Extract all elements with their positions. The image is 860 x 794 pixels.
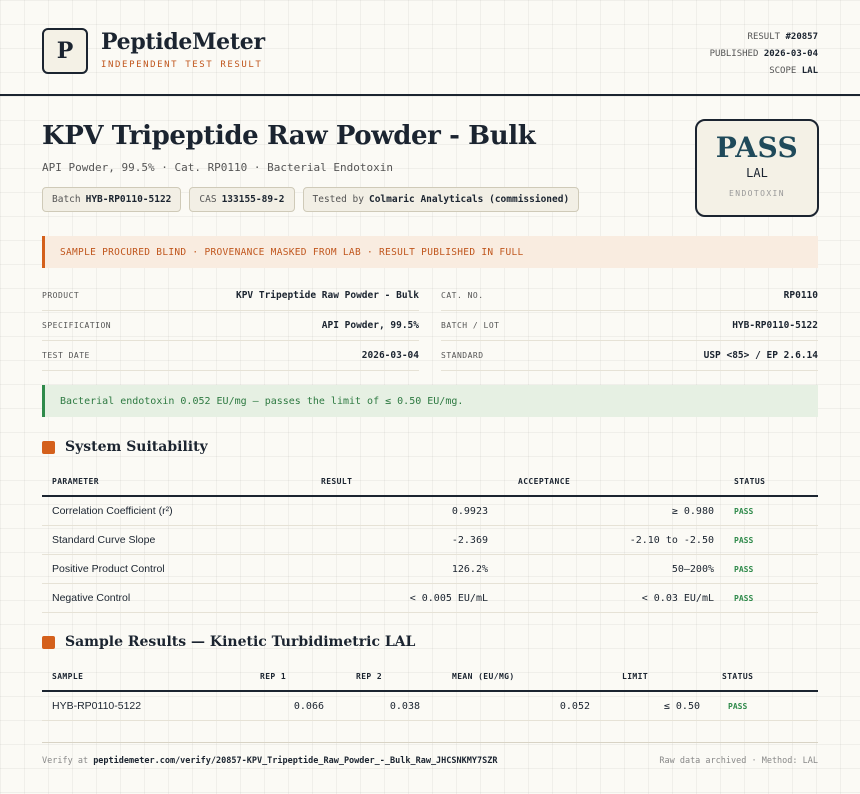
footer-divider xyxy=(42,742,818,743)
status-badge: PASS xyxy=(724,554,818,584)
product-chips: Batch HYB-RP0110-5122 CAS 133155-89-2 Test… xyxy=(42,187,580,212)
info-label: CAT. NO. xyxy=(441,291,484,300)
table-header-row: SAMPLE REP 1 REP 2 MEAN (EU/MG) LIMIT ST… xyxy=(42,662,818,692)
info-value: API Powder, 99.5% xyxy=(321,320,419,331)
param-cell: Positive Product Control xyxy=(42,554,268,584)
brand-tagline: INDEPENDENT TEST RESULT xyxy=(101,60,263,70)
acceptance-cell: < 0.03 EU/mL xyxy=(498,583,724,613)
result-banner: Bacterial endotoxin 0.052 EU/mg — passes… xyxy=(42,385,818,417)
result-cell: < 0.005 EU/mL xyxy=(268,583,498,613)
notice-banner: SAMPLE PROCURED BLIND · PROVENANCE MASKE… xyxy=(42,236,818,268)
col-result: RESULT xyxy=(268,467,498,497)
info-value: HYB-RP0110-5122 xyxy=(732,320,818,331)
status-badge: PASS xyxy=(710,691,818,721)
section-title: Sample Results — Kinetic Turbidimetric L… xyxy=(65,634,416,650)
footer-archive-note: Raw data archived · Method: LAL xyxy=(659,756,818,766)
footer-verify: Verify at peptidemeter.com/verify/20857-… xyxy=(42,756,497,766)
info-label: SPECIFICATION xyxy=(42,321,112,330)
sample-results-heading: Sample Results — Kinetic Turbidimetric L… xyxy=(42,634,415,650)
info-test-date: TEST DATE 2026-03-04 xyxy=(42,341,419,371)
acceptance-cell: ≥ 0.980 xyxy=(498,496,724,526)
info-product: PRODUCT KPV Tripeptide Raw Powder - Bulk xyxy=(42,281,419,311)
param-cell: Correlation Coefficient (r²) xyxy=(42,496,268,526)
page-title: KPV Tripeptide Raw Powder - Bulk xyxy=(42,121,536,151)
info-grid: PRODUCT KPV Tripeptide Raw Powder - Bulk… xyxy=(42,281,818,371)
table-row: Correlation Coefficient (r²) 0.9923 ≥ 0.… xyxy=(42,496,818,526)
info-row: PRODUCT KPV Tripeptide Raw Powder - Bulk… xyxy=(42,281,818,311)
info-standard: STANDARD USP <85> / EP 2.6.14 xyxy=(441,341,818,371)
table-row: HYB-RP0110-5122 0.066 0.038 0.052 ≤ 0.50… xyxy=(42,691,818,721)
brand-name: PeptideMeter xyxy=(101,29,265,55)
cas-chip: CAS 133155-89-2 xyxy=(189,187,295,212)
verdict-word: PASS xyxy=(715,131,799,164)
sample-results-table: SAMPLE REP 1 REP 2 MEAN (EU/MG) LIMIT ST… xyxy=(42,662,818,721)
info-label: STANDARD xyxy=(441,351,484,360)
param-cell: Standard Curve Slope xyxy=(42,525,268,555)
acceptance-cell: -2.10 to -2.50 xyxy=(498,525,724,555)
info-label: PRODUCT xyxy=(42,291,80,300)
status-badge: PASS xyxy=(724,525,818,555)
status-badge: PASS xyxy=(724,583,818,613)
section-marker xyxy=(42,440,55,454)
col-status: STATUS xyxy=(724,467,818,497)
info-specification: SPECIFICATION API Powder, 99.5% xyxy=(42,311,419,341)
brand-logo: P xyxy=(42,28,88,74)
col-parameter: PARAMETER xyxy=(42,467,268,497)
table-row: Positive Product Control 126.2% 50–200% … xyxy=(42,554,818,584)
batch-chip: Batch HYB-RP0110-5122 xyxy=(42,187,182,212)
info-label: BATCH / LOT xyxy=(441,321,500,330)
info-label: TEST DATE xyxy=(42,351,90,360)
col-limit: LIMIT xyxy=(600,662,710,692)
mean-cell: 0.052 xyxy=(430,691,600,721)
system-suitability-table: PARAMETER RESULT ACCEPTANCE STATUS Corre… xyxy=(42,467,818,613)
verify-link[interactable]: peptidemeter.com/verify/20857-KPV_Tripep… xyxy=(93,756,498,766)
rep2-cell: 0.038 xyxy=(334,691,430,721)
result-meta: RESULT #20857 PUBLISHED 2026-03-04 SCOPE… xyxy=(710,29,818,80)
result-cell: 126.2% xyxy=(268,554,498,584)
info-value: USP <85> / EP 2.6.14 xyxy=(703,350,818,361)
verdict-scope: LAL xyxy=(746,166,768,180)
verify-prefix: Verify at xyxy=(42,756,89,766)
limit-cell: ≤ 0.50 xyxy=(600,691,710,721)
col-acceptance: ACCEPTANCE xyxy=(498,467,724,497)
header-divider xyxy=(0,94,860,96)
info-cat-no: CAT. NO. RP0110 xyxy=(441,281,818,311)
result-cell: 0.9923 xyxy=(268,496,498,526)
col-sample: SAMPLE xyxy=(42,662,238,692)
verdict-kind: ENDOTOXIN xyxy=(729,189,785,198)
rep1-cell: 0.066 xyxy=(238,691,334,721)
info-row: TEST DATE 2026-03-04 STANDARD USP <85> /… xyxy=(42,341,818,371)
param-cell: Negative Control xyxy=(42,583,268,613)
col-mean: MEAN (EU/MG) xyxy=(430,662,600,692)
page-subtitle: API Powder, 99.5% · Cat. RP0110 · Bacter… xyxy=(42,161,393,174)
info-value: KPV Tripeptide Raw Powder - Bulk xyxy=(235,290,419,301)
system-suitability-heading: System Suitability xyxy=(42,439,208,455)
verdict-badge: PASS LAL ENDOTOXIN xyxy=(695,119,819,217)
col-rep2: REP 2 xyxy=(334,662,430,692)
sample-cell: HYB-RP0110-5122 xyxy=(42,691,238,721)
result-cell: -2.369 xyxy=(268,525,498,555)
col-status: STATUS xyxy=(710,662,818,692)
info-batch-lot: BATCH / LOT HYB-RP0110-5122 xyxy=(441,311,818,341)
table-row: Negative Control < 0.005 EU/mL < 0.03 EU… xyxy=(42,583,818,613)
section-title: System Suitability xyxy=(65,439,208,455)
info-value: 2026-03-04 xyxy=(361,350,419,361)
meta-result: RESULT #20857 xyxy=(747,32,818,42)
acceptance-cell: 50–200% xyxy=(498,554,724,584)
meta-scope: SCOPE LAL xyxy=(769,66,818,76)
meta-published: PUBLISHED 2026-03-04 xyxy=(709,49,818,59)
col-rep1: REP 1 xyxy=(238,662,334,692)
status-badge: PASS xyxy=(724,496,818,526)
tested-by-chip: Tested by Colmaric Analyticals (commissio… xyxy=(302,187,580,212)
info-value: RP0110 xyxy=(783,290,818,301)
section-marker xyxy=(42,635,55,649)
info-row: SPECIFICATION API Powder, 99.5% BATCH / … xyxy=(42,311,818,341)
table-row: Standard Curve Slope -2.369 -2.10 to -2.… xyxy=(42,525,818,555)
table-header-row: PARAMETER RESULT ACCEPTANCE STATUS xyxy=(42,467,818,497)
